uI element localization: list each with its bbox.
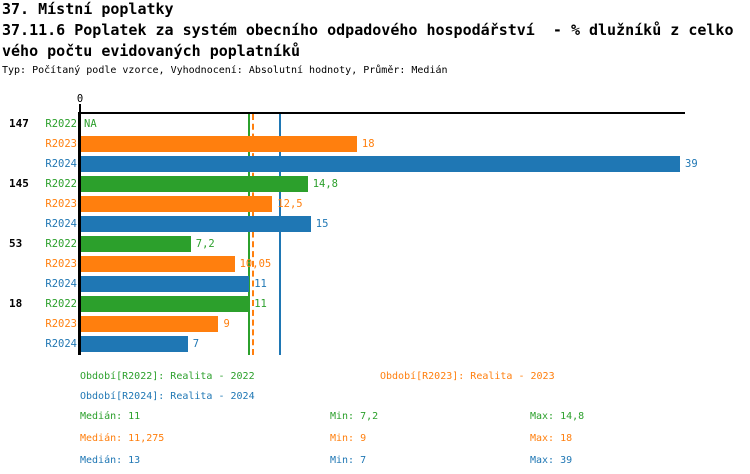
bar-53-r2023	[81, 256, 235, 272]
report-subtitle: Typ: Počítaný podle vzorce, Vyhodnocení:…	[2, 65, 448, 76]
series-label-r2022: R2022	[45, 238, 77, 250]
bar-value-label: 39	[685, 158, 698, 170]
stat-min-r2023: Min: 9	[330, 433, 367, 444]
series-label-r2023: R2023	[45, 198, 77, 210]
series-label-r2022: R2022	[45, 298, 77, 310]
series-label-r2024: R2024	[45, 278, 77, 290]
stat-max-r2023: Max: 18	[530, 433, 573, 444]
stat-max-r2024: Max: 39	[530, 455, 573, 466]
legend-item-r2024: Období[R2024]: Realita - 2024	[80, 391, 255, 402]
stat-min-r2024: Min: 7	[330, 455, 367, 466]
series-label-r2023: R2023	[45, 138, 77, 150]
bar-18-r2023	[81, 316, 219, 332]
group-label-147: 147	[9, 117, 29, 130]
report-title-line-1: 37. Místní poplatky	[2, 0, 174, 18]
bar-147-r2024	[81, 156, 680, 172]
bar-53-r2024	[81, 276, 250, 292]
series-label-r2023: R2023	[45, 258, 77, 270]
stat-min-r2022: Min: 7,2	[330, 411, 379, 422]
bar-value-label: 9	[223, 318, 230, 330]
x-axis-zero-label: 0	[76, 93, 84, 105]
bar-145-r2024	[81, 216, 311, 232]
bar-147-r2023	[81, 136, 357, 152]
series-label-r2024: R2024	[45, 158, 77, 170]
bar-value-label: 18	[361, 138, 375, 150]
legend-item-r2022: Období[R2022]: Realita - 2022	[80, 371, 255, 382]
legend-item-r2023: Období[R2023]: Realita - 2023	[380, 371, 555, 382]
stat-median-r2024: Medián: 13	[80, 455, 141, 466]
bar-value-label: 15	[315, 218, 329, 230]
bar-value-label: 11	[254, 278, 267, 290]
bar-18-r2024	[81, 336, 188, 352]
y-axis-line	[78, 112, 81, 355]
bar-value-label: NA	[84, 118, 97, 130]
series-label-r2023: R2023	[45, 318, 77, 330]
bar-value-label: 7	[192, 338, 200, 350]
bar-53-r2022	[81, 236, 191, 252]
stat-max-r2022: Max: 14,8	[530, 411, 585, 422]
stat-median-r2022: Medián: 11	[80, 411, 141, 422]
group-label-53: 53	[9, 237, 23, 250]
series-label-r2022: R2022	[45, 118, 77, 130]
median-line-r2023	[252, 114, 255, 355]
bar-value-label: 7,2	[195, 238, 215, 250]
group-label-145: 145	[9, 177, 29, 190]
bar-value-label: 14,8	[312, 178, 338, 190]
report-title-line-3: vého počtu evidovaných poplatníků	[2, 42, 301, 60]
zero-tick	[79, 104, 81, 112]
bar-value-label: 12,5	[277, 198, 303, 210]
bar-145-r2023	[81, 196, 273, 212]
series-label-r2022: R2022	[45, 178, 77, 190]
stat-median-r2023: Medián: 11,275	[80, 433, 165, 444]
bar-18-r2022	[81, 296, 250, 312]
series-label-r2024: R2024	[45, 338, 77, 350]
median-line-r2022	[248, 114, 251, 355]
group-label-18: 18	[9, 297, 23, 310]
bar-value-label: 11	[254, 298, 267, 310]
median-line-r2024	[279, 114, 281, 355]
bar-value-label: 10,05	[239, 258, 272, 270]
series-label-r2024: R2024	[45, 218, 77, 230]
report-title-line-2: 37.11.6 Poplatek za systém obecního odpa…	[2, 21, 734, 39]
x-axis-line	[80, 112, 685, 114]
bar-145-r2022	[81, 176, 308, 192]
